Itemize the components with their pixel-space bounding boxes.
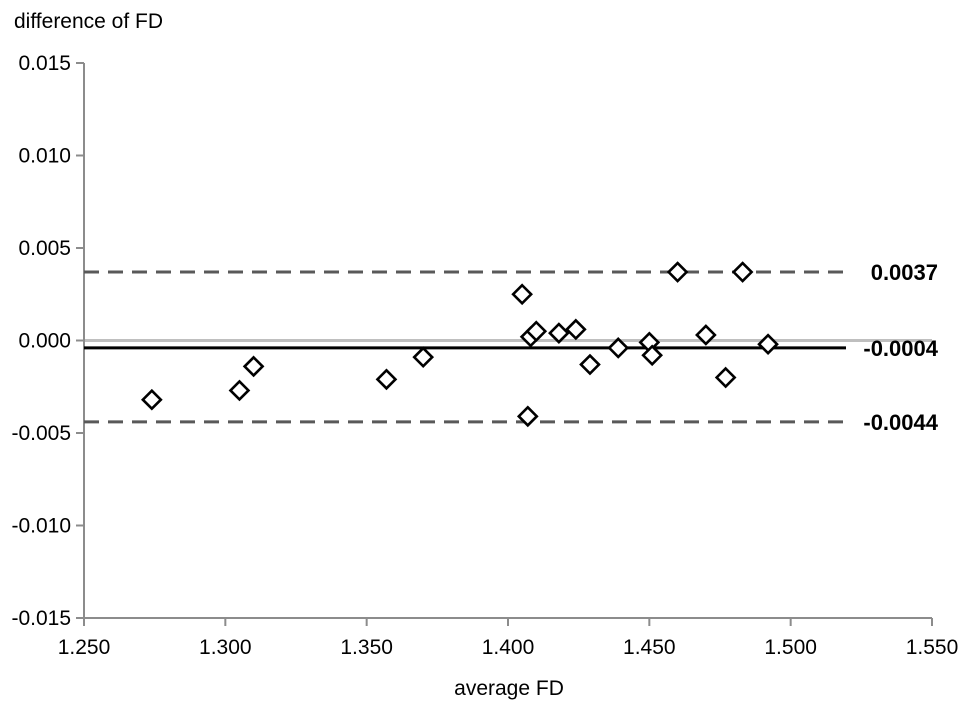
data-point-diamond bbox=[375, 368, 398, 391]
data-point-diamond bbox=[565, 318, 587, 341]
data-point-diamond bbox=[525, 320, 548, 343]
y-tick-label: 0.005 bbox=[18, 237, 71, 260]
x-axis-title: average FD bbox=[454, 677, 564, 700]
data-point-diamond bbox=[757, 333, 779, 356]
data-point-diamond bbox=[412, 346, 435, 368]
data-point-diamond bbox=[242, 355, 265, 378]
y-tick-label: 0.010 bbox=[18, 145, 71, 168]
data-point-diamond bbox=[511, 283, 533, 306]
data-point-diamond bbox=[228, 379, 251, 402]
data-point-diamond bbox=[141, 388, 163, 411]
data-point-diamond bbox=[695, 324, 717, 346]
y-axis-title: difference of FD bbox=[14, 10, 163, 33]
data-point-diamond bbox=[641, 344, 663, 367]
plot-area: 0.015 0.010 0.005 0.000 -0.005 -0.010 -0.015 1.… bbox=[11, 52, 958, 659]
x-tick-label: 1.500 bbox=[764, 636, 817, 659]
data-point-diamond bbox=[714, 366, 737, 389]
x-tick-label: 1.400 bbox=[482, 636, 535, 659]
y-tick-label: -0.015 bbox=[11, 607, 71, 630]
data-point-diamond bbox=[666, 261, 689, 283]
data-point-diamond bbox=[607, 337, 630, 359]
y-tick-label: -0.010 bbox=[11, 515, 71, 538]
y-tick-label: 0.000 bbox=[18, 330, 71, 353]
data-point-diamond bbox=[548, 322, 570, 344]
x-tick-label: 1.550 bbox=[906, 636, 959, 659]
data-point-diamond bbox=[731, 261, 754, 283]
data-point-diamond bbox=[579, 353, 601, 376]
x-tick-label: 1.450 bbox=[623, 636, 676, 659]
y-tick-label: -0.005 bbox=[11, 422, 71, 445]
upper-limit-label: 0.0037 bbox=[871, 260, 938, 285]
x-tick-label: 1.350 bbox=[340, 636, 393, 659]
x-tick-label: 1.300 bbox=[199, 636, 252, 659]
x-tick-label: 1.250 bbox=[58, 636, 111, 659]
lower-limit-label: -0.0044 bbox=[863, 410, 938, 435]
data-point-diamond bbox=[516, 405, 539, 428]
mean-difference-label: -0.0004 bbox=[863, 336, 938, 361]
y-tick-label: 0.015 bbox=[18, 52, 71, 75]
